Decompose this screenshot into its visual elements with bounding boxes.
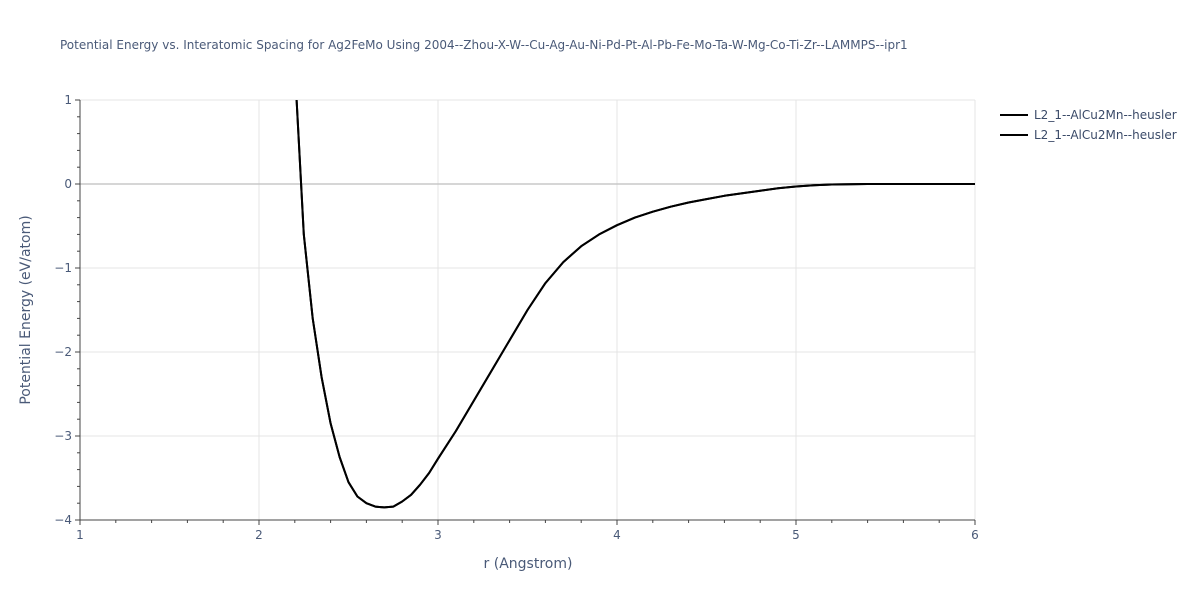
legend-label-2: L2_1--AlCu2Mn--heusler [1034,128,1177,142]
x-tick-label: 3 [434,528,442,542]
series-line-1 [295,100,975,509]
legend-label-1: L2_1--AlCu2Mn--heusler [1034,108,1177,122]
axes: 1 2 3 4 5 6 1 0 −1 −2 −3 −4 [54,93,979,542]
x-tick-label: 4 [613,528,621,542]
chart-title: Potential Energy vs. Interatomic Spacing… [60,38,908,52]
y-tick-label: 0 [64,177,72,191]
series-line-2 [295,100,975,509]
x-tick-label: 5 [792,528,800,542]
x-axis-title: r (Angstrom) [484,556,573,572]
legend: L2_1--AlCu2Mn--heusler L2_1--AlCu2Mn--heu… [1000,108,1177,142]
x-tick-label: 1 [76,528,84,542]
y-tick-label: 1 [64,93,72,107]
y-tick-label: −1 [54,261,72,275]
y-tick-label: −2 [54,345,72,359]
series-layer [295,100,975,509]
x-tick-label: 6 [971,528,979,542]
y-axis-title: Potential Energy (eV/atom) [18,215,34,404]
x-tick-label: 2 [255,528,263,542]
y-tick-label: −4 [54,513,72,527]
y-tick-label: −3 [54,429,72,443]
